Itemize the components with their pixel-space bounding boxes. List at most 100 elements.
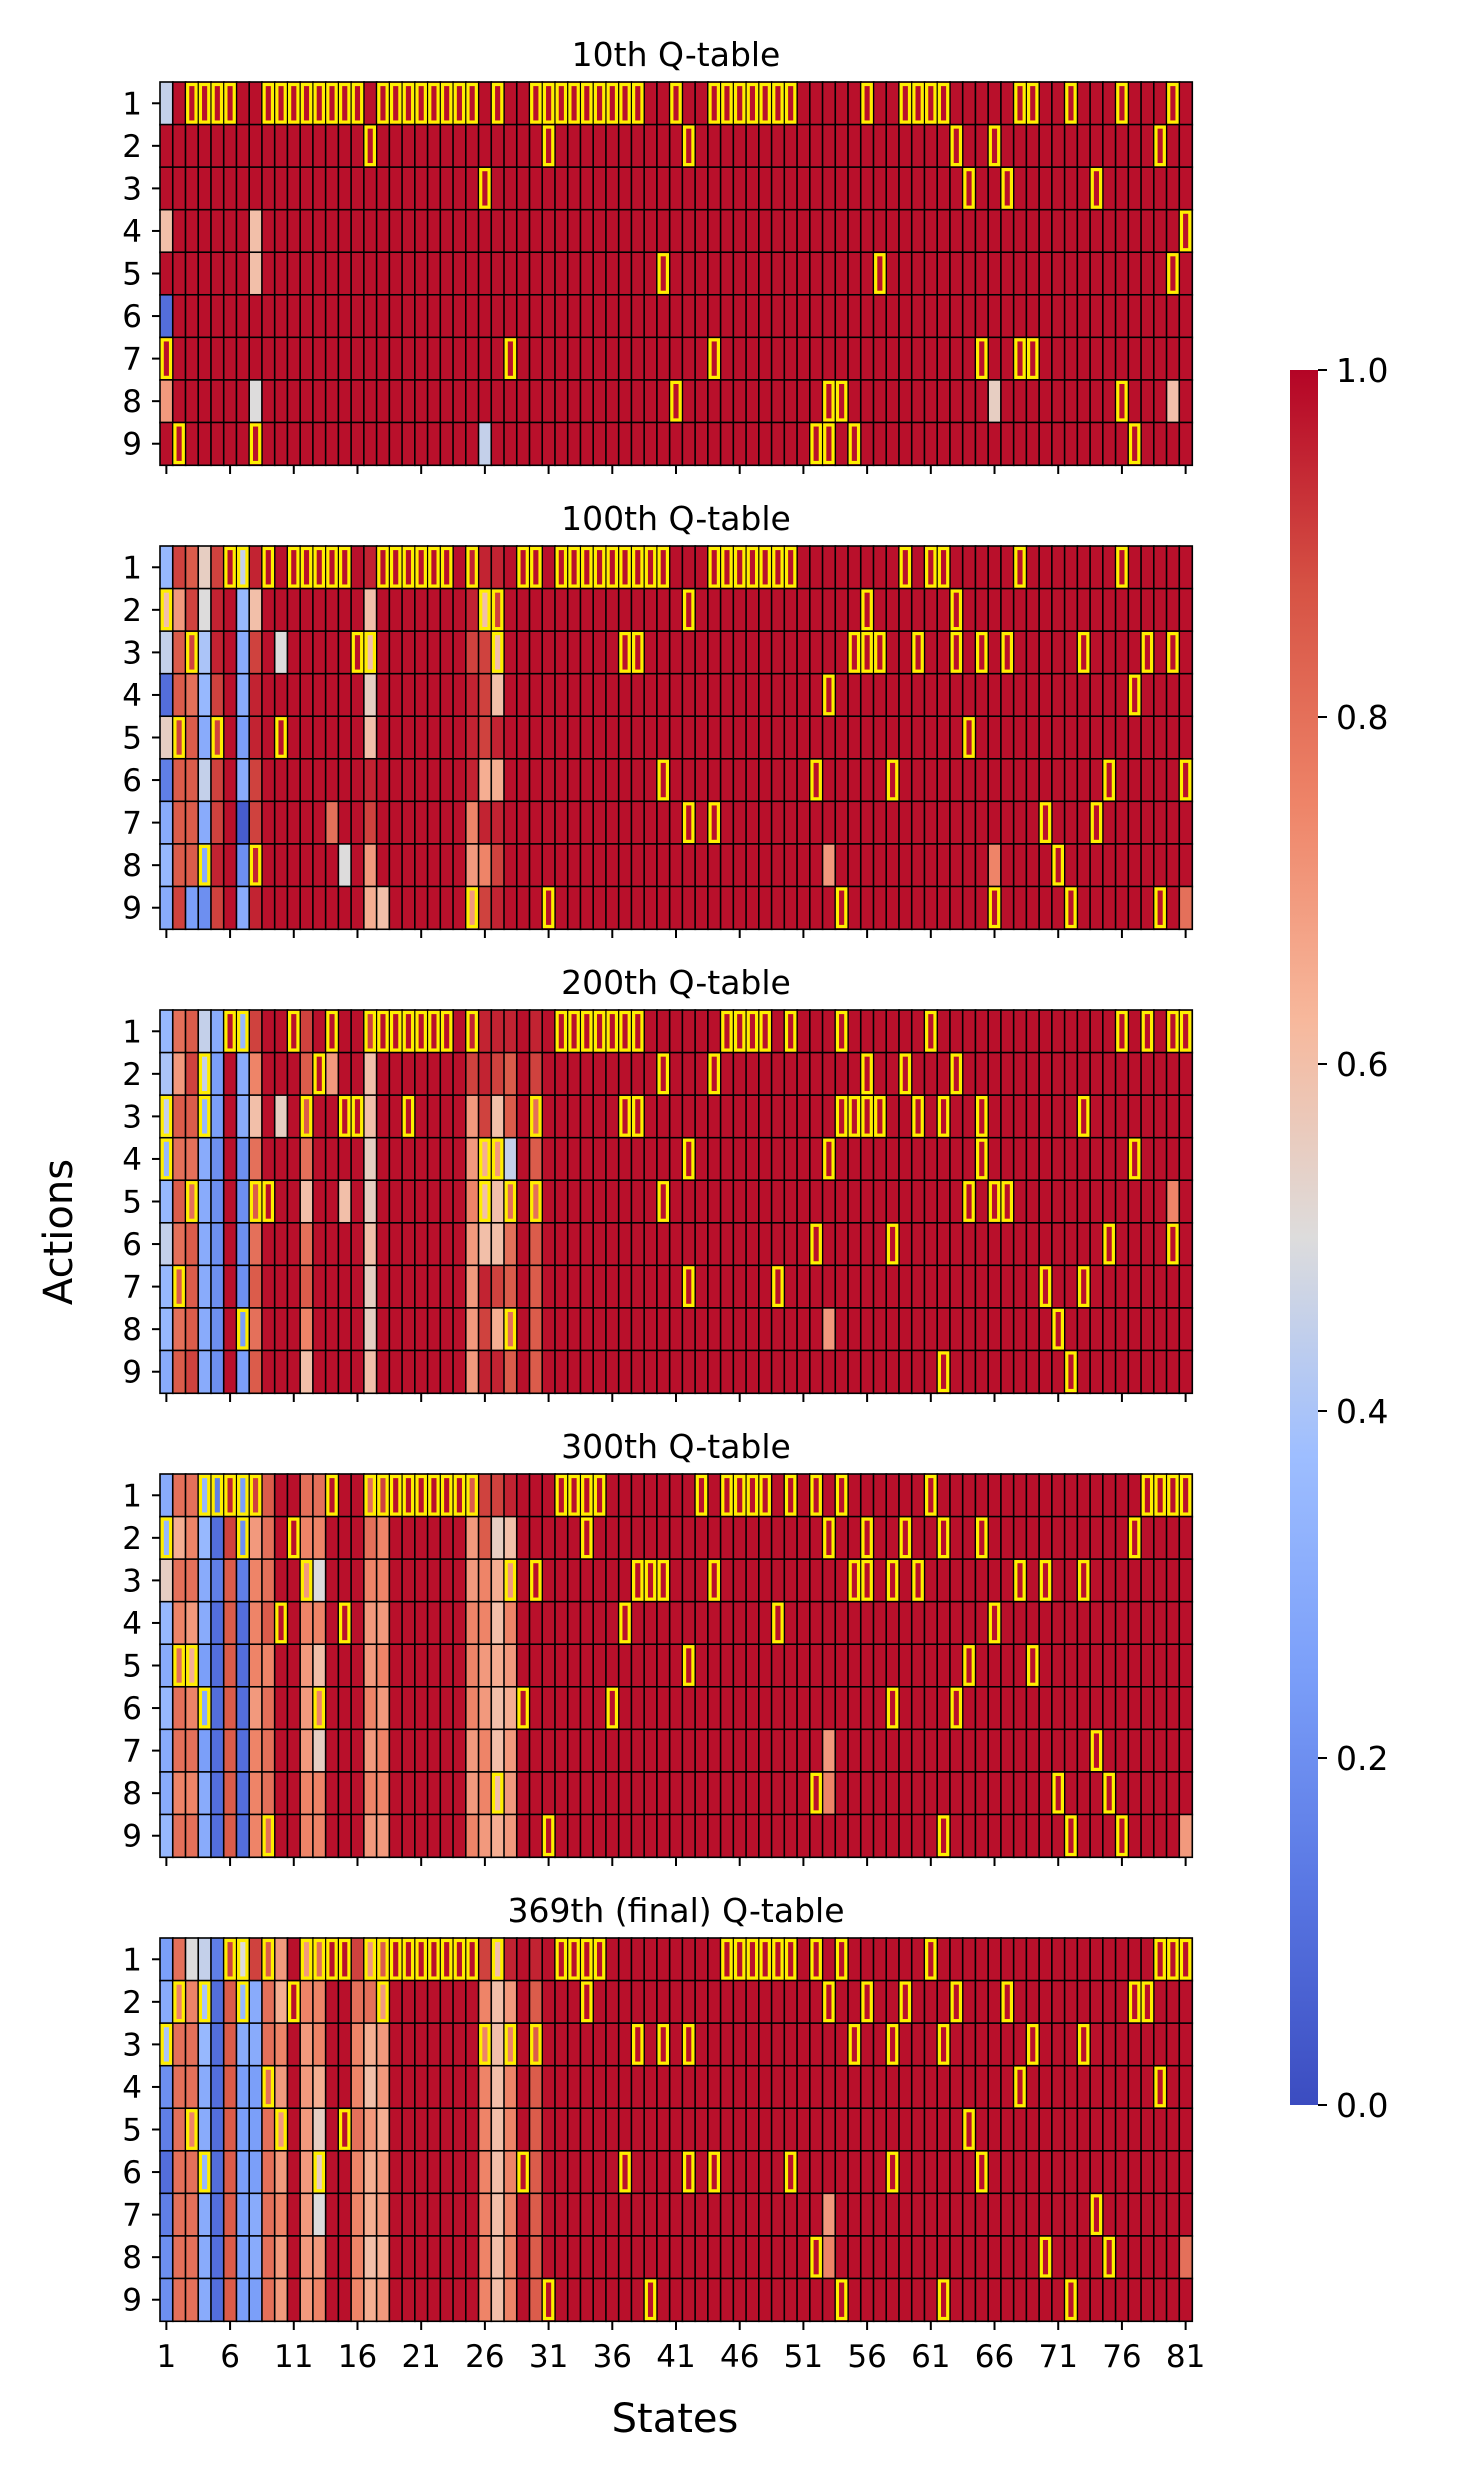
heatmap-cell: [248, 545, 264, 590]
highlight-box: [1128, 1517, 1141, 1559]
heatmap-cell: [1114, 2107, 1130, 2152]
heatmap-cell: [579, 630, 595, 675]
heatmap-cell: [171, 1937, 187, 1982]
heatmap-cell: [312, 1221, 327, 1267]
heatmap-cell: [222, 166, 238, 211]
heatmap-cell: [452, 1094, 467, 1139]
heatmap-cell: [579, 2022, 595, 2067]
heatmap-cell: [987, 2022, 1002, 2067]
heatmap-cell: [974, 1009, 990, 1054]
heatmap-cell: [401, 1264, 416, 1309]
heatmap-cell: [936, 2064, 952, 2110]
highlight-box: [249, 1474, 262, 1516]
heatmap-cell: [388, 421, 404, 467]
highlight-box: [657, 2024, 670, 2065]
heatmap-cell: [1025, 1307, 1041, 1352]
heatmap-cell: [707, 885, 722, 931]
heatmap-cell: [171, 1813, 187, 1859]
heatmap-cell: [1102, 1307, 1117, 1352]
heatmap-cell: [910, 1473, 926, 1518]
heatmap-cell: [859, 1307, 875, 1352]
heatmap-cell: [783, 800, 799, 845]
heatmap-cell: [923, 421, 939, 467]
heatmap-cell: [949, 715, 964, 760]
heatmap-cell: [515, 843, 531, 888]
heatmap-cell: [324, 421, 340, 467]
heatmap-cell: [350, 587, 365, 633]
highlight-box: [861, 632, 873, 673]
heatmap-cell: [821, 1937, 837, 1982]
highlight-box: [861, 82, 873, 124]
heatmap-cell: [184, 208, 200, 254]
heatmap-cell: [1165, 885, 1181, 931]
heatmap-cell: [1102, 1349, 1117, 1395]
heatmap-cell: [834, 251, 850, 296]
y-tick-label: 8: [122, 1776, 142, 1812]
heatmap-cell: [1140, 1051, 1155, 1097]
heatmap-cell: [490, 2277, 506, 2323]
highlight-box: [874, 1096, 886, 1137]
heatmap-cell: [312, 123, 327, 169]
heatmap-cell: [312, 336, 327, 381]
heatmap-cell: [1012, 1221, 1028, 1267]
heatmap-cell: [643, 123, 658, 169]
heatmap-cell: [1114, 843, 1130, 888]
heatmap-cell: [464, 1349, 480, 1395]
heatmap-cell: [592, 1307, 608, 1352]
heatmap-cell: [1025, 1813, 1041, 1859]
heatmap-cell: [1038, 1937, 1053, 1982]
heatmap-cell: [1000, 379, 1015, 424]
heatmap-cell: [350, 1813, 365, 1859]
highlight-box: [835, 1096, 848, 1137]
heatmap-cell: [1102, 293, 1117, 339]
heatmap-cell: [439, 1307, 455, 1352]
heatmap-cell: [299, 293, 314, 339]
heatmap-cell: [605, 2022, 620, 2067]
heatmap-cell: [350, 1685, 365, 1731]
y-tick-label: 6: [122, 1691, 142, 1727]
highlight-box: [1039, 802, 1052, 843]
heatmap-cell: [248, 1051, 264, 1097]
heatmap-cell: [732, 1643, 748, 1688]
x-tick-label: 31: [529, 2339, 568, 2375]
heatmap-cell: [1089, 2277, 1104, 2323]
heatmap-cell: [210, 123, 225, 169]
heatmap-cell: [694, 1349, 709, 1395]
heatmap-cell: [605, 421, 620, 467]
heatmap-cell: [1140, 1094, 1155, 1139]
highlight-box: [784, 546, 797, 588]
heatmap-cell: [554, 715, 569, 760]
heatmap-cell: [210, 1600, 225, 1646]
heatmap-cell: [248, 2235, 264, 2280]
heatmap-cell: [464, 208, 480, 254]
heatmap-cell: [1076, 2107, 1092, 2152]
heatmap-cell: [885, 1771, 901, 1816]
heatmap-cell: [401, 2277, 416, 2323]
x-tick-label: 56: [847, 2339, 886, 2375]
heatmap-cell: [987, 166, 1002, 211]
heatmap-cell: [643, 2107, 658, 2152]
heatmap-cell: [783, 379, 799, 424]
heatmap-cell: [974, 2235, 990, 2280]
heatmap-cell: [821, 2192, 837, 2237]
heatmap-cell: [273, 123, 289, 169]
heatmap-cell: [337, 1728, 353, 1773]
heatmap-cell: [1114, 1179, 1130, 1224]
heatmap-cell: [464, 123, 480, 169]
x-tick-label: 21: [401, 2339, 440, 2375]
heatmap-cell: [273, 1221, 289, 1267]
highlight-box: [1077, 2024, 1090, 2065]
heatmap-cell: [248, 1937, 264, 1982]
heatmap-cell: [273, 630, 289, 675]
heatmap-cell: [1012, 843, 1028, 888]
heatmap-cell: [1127, 1349, 1143, 1395]
highlight-box: [632, 1560, 644, 1601]
heatmap-cell: [1012, 1094, 1028, 1139]
heatmap-cell: [273, 2277, 289, 2323]
heatmap-cell: [808, 672, 824, 718]
heatmap-cell: [668, 1937, 684, 1982]
heatmap-cell: [630, 2064, 646, 2110]
heatmap-cell: [783, 1728, 799, 1773]
heatmap-cell: [974, 587, 990, 633]
colorbar: 0.00.20.40.60.81.0: [1290, 351, 1388, 2125]
